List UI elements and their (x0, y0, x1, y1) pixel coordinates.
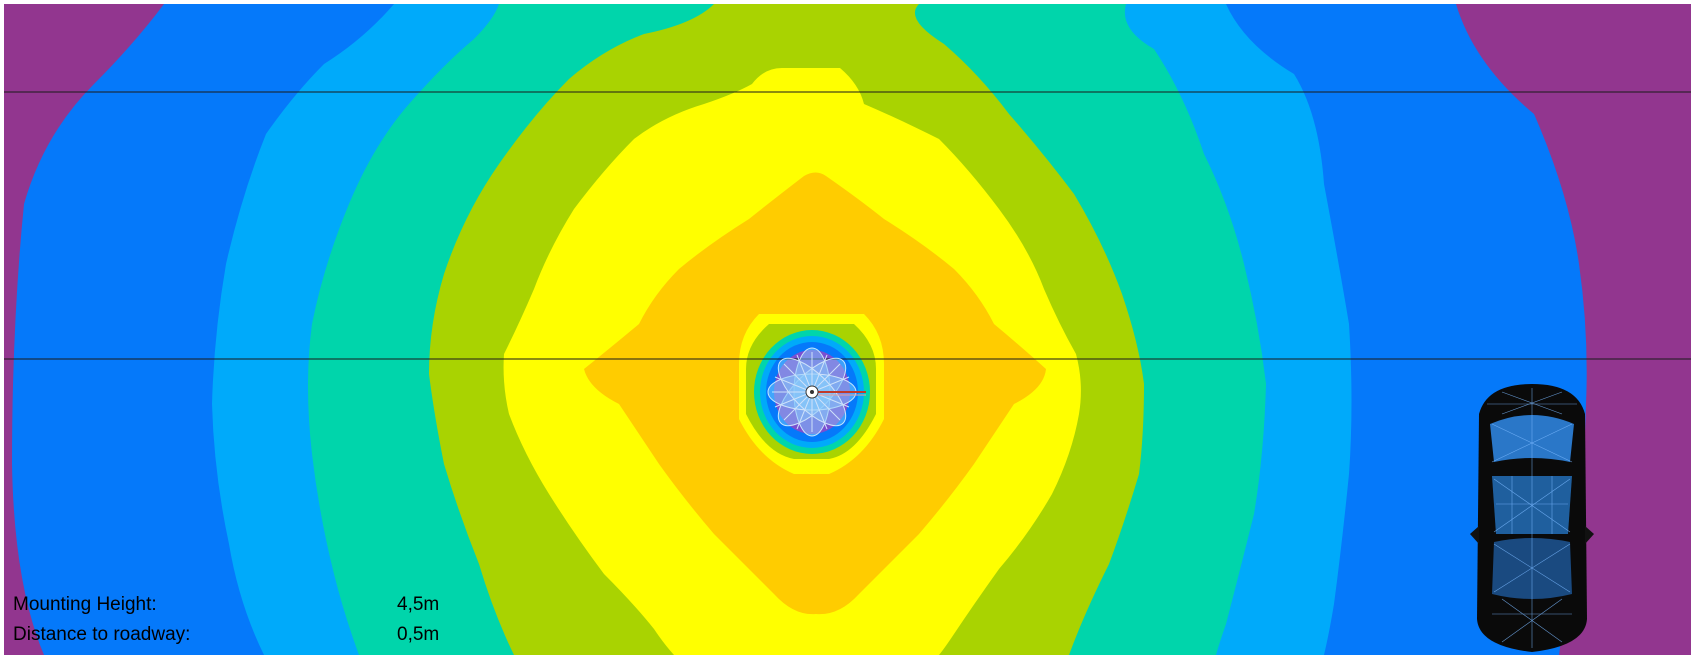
mounting-height-label: Mounting Height: (13, 594, 157, 615)
car-icon (1470, 384, 1594, 652)
distance-to-roadway-value: 0,5m (397, 624, 440, 645)
distance-to-roadway-label: Distance to roadway: (13, 624, 191, 645)
luminaire-icon (767, 347, 866, 437)
isolux-contour-map (4, 4, 1691, 655)
mounting-height-value: 4,5m (397, 594, 440, 615)
illuminance-plot: Mounting Height: 4,5m Distance to roadwa… (4, 4, 1691, 655)
